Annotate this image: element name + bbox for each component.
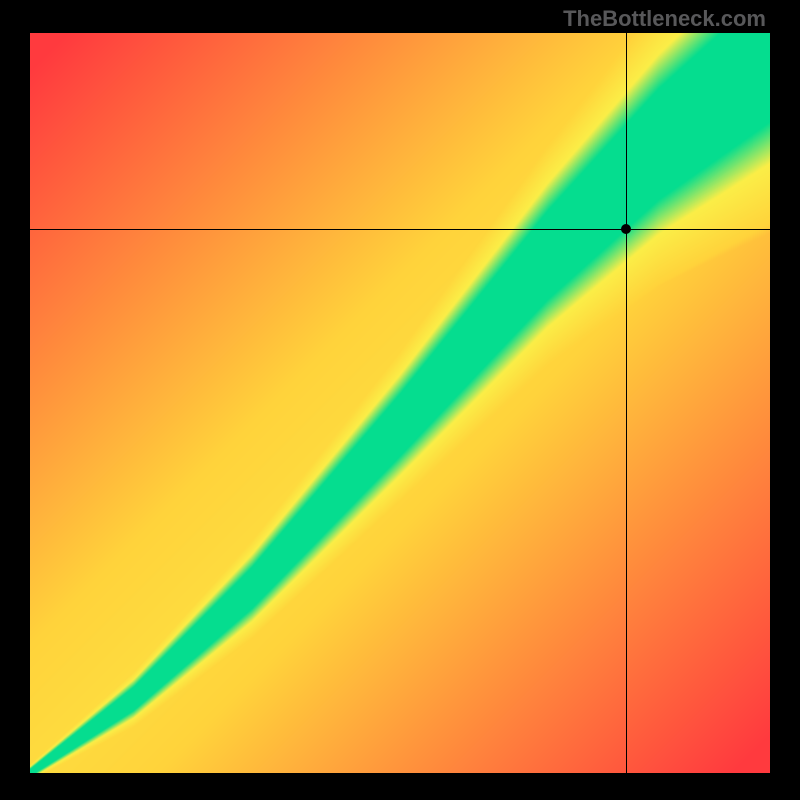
attribution-label: TheBottleneck.com bbox=[563, 6, 766, 32]
chart-container: TheBottleneck.com bbox=[0, 0, 800, 800]
crosshair-vertical bbox=[626, 33, 627, 773]
heatmap-canvas bbox=[30, 33, 770, 773]
crosshair-horizontal bbox=[30, 229, 770, 230]
heatmap-plot bbox=[30, 33, 770, 773]
selection-marker bbox=[621, 224, 631, 234]
